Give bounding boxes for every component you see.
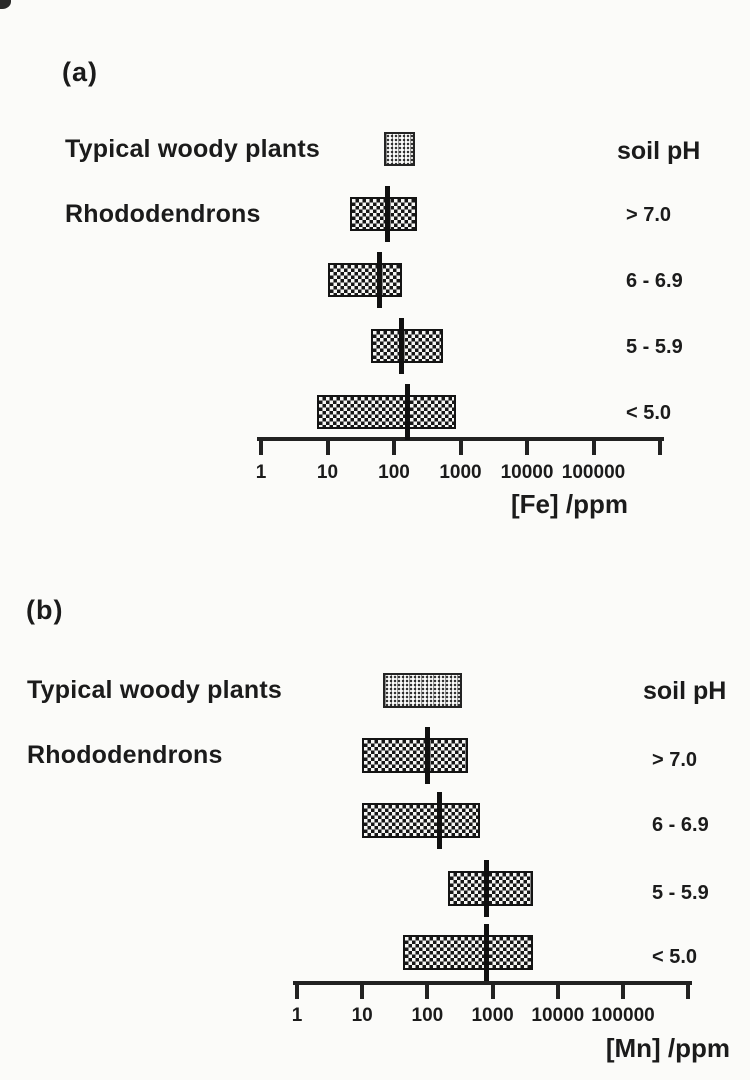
panel-a-soil-ph-header: soil pH — [617, 137, 701, 165]
x-axis-tick — [525, 437, 529, 455]
range-bar — [383, 132, 416, 166]
x-axis-tick — [295, 981, 299, 999]
panel-a-letter: (a) — [62, 57, 98, 87]
x-tick-label: 10000 — [500, 462, 554, 483]
x-axis-tick — [425, 981, 430, 999]
x-tick-label: 10 — [351, 1005, 373, 1026]
soil-ph-value: < 5.0 — [626, 402, 672, 424]
panel-a-x-axis-label: [Fe] /ppm — [511, 489, 628, 519]
x-tick-label: 100 — [378, 462, 410, 483]
median-line — [437, 791, 443, 849]
x-tick-label: 100000 — [591, 1005, 655, 1026]
median-line — [385, 186, 391, 242]
panel-b-series-label-rhododendrons: Rhododendrons — [27, 741, 223, 769]
scan-artifact — [0, 0, 11, 9]
x-axis-tick — [555, 981, 560, 999]
range-bar — [350, 197, 417, 231]
x-axis-tick — [490, 981, 495, 999]
median-line — [399, 318, 405, 374]
x-axis-tick — [259, 437, 263, 455]
x-tick-label: 100000 — [561, 462, 626, 483]
panel-b-series-label-typical-woody-plants: Typical woody plants — [27, 676, 282, 704]
range-bar — [383, 672, 463, 708]
x-axis-tick — [458, 437, 463, 455]
range-bar — [448, 870, 534, 906]
x-axis-tick — [658, 437, 662, 455]
median-line — [483, 859, 489, 917]
soil-ph-value: > 7.0 — [626, 204, 672, 226]
x-axis-tick — [591, 437, 596, 455]
x-tick-label: 1000 — [471, 1005, 514, 1026]
x-axis-tick — [686, 981, 691, 999]
median-line — [376, 252, 382, 308]
x-tick-label: 10000 — [531, 1005, 585, 1026]
range-bar — [402, 934, 534, 970]
soil-ph-value: 5 - 5.9 — [652, 882, 709, 904]
soil-ph-value: > 7.0 — [652, 749, 698, 771]
panel-b-x-axis-label: [Mn] /ppm — [605, 1033, 730, 1063]
panel-a-series-label-rhododendrons: Rhododendrons — [65, 200, 261, 228]
range-bar — [317, 395, 456, 429]
x-axis-tick — [392, 437, 396, 455]
range-bar — [370, 329, 444, 363]
x-axis-tick — [360, 981, 365, 999]
x-tick-label: 100 — [411, 1005, 444, 1026]
soil-ph-value: < 5.0 — [652, 946, 698, 968]
soil-ph-value: 5 - 5.9 — [626, 336, 683, 358]
range-bar — [362, 737, 469, 773]
range-bar — [327, 263, 402, 297]
x-axis-tick — [325, 437, 330, 455]
panel-b-letter: (b) — [26, 595, 64, 625]
median-line — [424, 726, 430, 784]
x-tick-label: 1 — [291, 1005, 303, 1026]
median-line — [483, 923, 489, 981]
range-bar — [362, 802, 480, 838]
soil-ph-value: 6 - 6.9 — [652, 814, 709, 836]
panel-a-series-label-typical-woody-plants: Typical woody plants — [65, 135, 320, 163]
x-tick-label: 1 — [255, 462, 267, 483]
soil-ph-value: 6 - 6.9 — [626, 270, 683, 292]
median-line — [405, 384, 411, 440]
x-axis-tick — [621, 981, 625, 999]
x-tick-label: 1000 — [439, 462, 482, 483]
panel-b-soil-ph-header: soil pH — [643, 677, 727, 705]
x-tick-label: 10 — [316, 462, 339, 483]
